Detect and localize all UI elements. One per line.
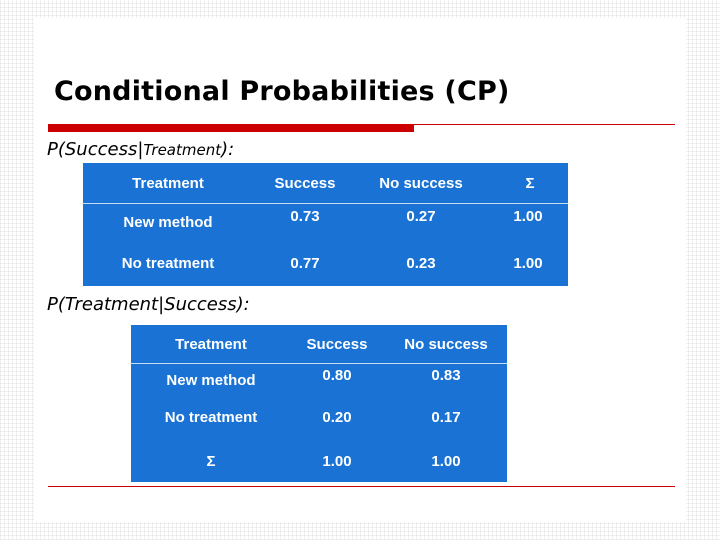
table1-header-sum: Σ (525, 175, 535, 192)
title-underline-bar (48, 124, 414, 132)
table2-row2-success: 0.20 (322, 409, 352, 426)
table1-header-success: Success (274, 175, 336, 192)
table2-row3-no-success: 1.00 (431, 453, 461, 470)
caption-cp-success-given-treatment: P(Success|Treatment): (47, 139, 234, 160)
title-underline-line (414, 124, 675, 125)
table1-row1-no-success: 0.27 (406, 208, 436, 225)
caption1-suffix: ): (221, 139, 235, 160)
table1-row2-no-success: 0.23 (406, 255, 436, 272)
caption-cp-treatment-given-success: P(Treatment|Success): (47, 294, 250, 315)
table2-row3-label: Σ (206, 453, 216, 470)
table1-header-no-success: No success (379, 175, 463, 192)
table2-row1-label: New method (166, 372, 256, 389)
table2-header-divider (131, 363, 507, 364)
table2-row2-no-success: 0.17 (431, 409, 461, 426)
cp-table-treatment-given-success: Treatment Success No success New method … (131, 325, 507, 482)
table2-header-treatment: Treatment (175, 336, 247, 353)
table1-row2-sum: 1.00 (513, 255, 543, 272)
table2-row2-label: No treatment (164, 409, 258, 426)
table1-header-divider (83, 203, 568, 204)
table2-row1-no-success: 0.83 (431, 367, 461, 384)
table2-header-success: Success (306, 336, 368, 353)
caption1-mid: Treatment (143, 141, 222, 159)
table2-header-no-success: No success (404, 336, 488, 353)
table1-row2-success: 0.77 (290, 255, 320, 272)
slide-title: Conditional Probabilities (CP) (54, 76, 510, 107)
table1-header-treatment: Treatment (132, 175, 204, 192)
table2-row1-success: 0.80 (322, 367, 352, 384)
table2-row3-success: 1.00 (322, 453, 352, 470)
table1-row1-label: New method (123, 214, 213, 231)
caption1-prefix: P(Success| (47, 139, 144, 160)
cp-table-success-given-treatment: Treatment Success No success Σ New metho… (83, 163, 568, 286)
table1-row1-sum: 1.00 (513, 208, 543, 225)
table1-row1-success: 0.73 (290, 208, 320, 225)
table1-row2-label: No treatment (121, 255, 215, 272)
footer-rule (48, 486, 675, 487)
